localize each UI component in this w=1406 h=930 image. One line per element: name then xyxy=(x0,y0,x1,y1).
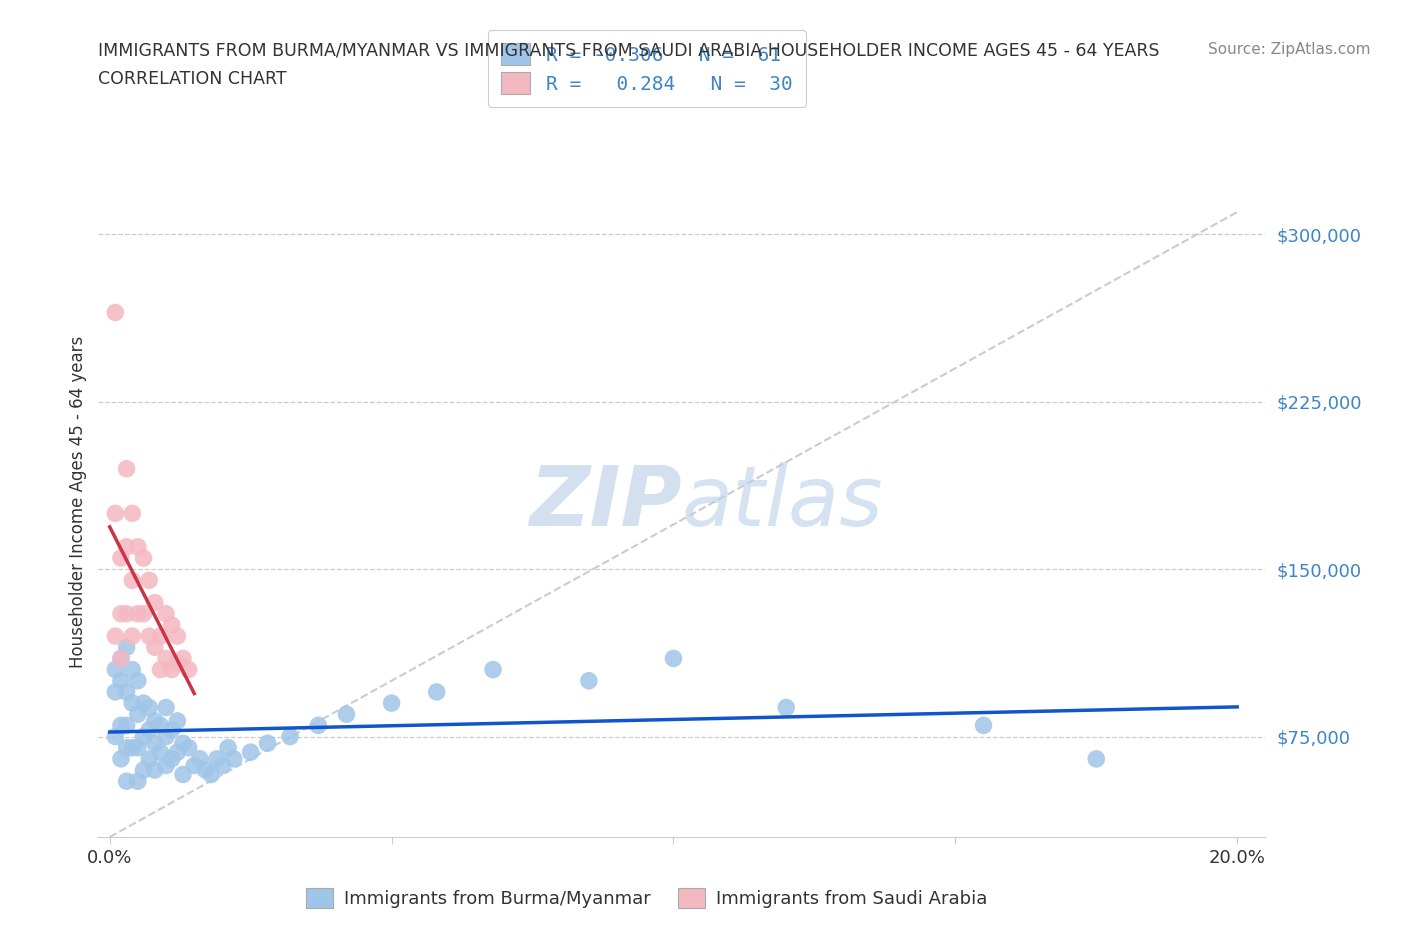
Point xyxy=(132,696,155,711)
Point xyxy=(127,539,149,554)
Point xyxy=(155,700,177,715)
Point xyxy=(177,740,200,755)
Point xyxy=(278,729,301,744)
Point xyxy=(115,718,138,733)
Point xyxy=(166,713,188,728)
Point xyxy=(1085,751,1108,766)
Point xyxy=(217,740,239,755)
Point xyxy=(110,651,132,666)
Point xyxy=(110,751,132,766)
Point xyxy=(160,662,183,677)
Text: ZIP: ZIP xyxy=(529,461,682,543)
Point xyxy=(149,629,172,644)
Point xyxy=(149,662,172,677)
Point xyxy=(166,745,188,760)
Point xyxy=(578,673,600,688)
Point xyxy=(104,506,127,521)
Point xyxy=(426,684,449,699)
Point xyxy=(143,640,166,655)
Point xyxy=(482,662,505,677)
Point xyxy=(121,696,143,711)
Point xyxy=(104,305,127,320)
Legend: Immigrants from Burma/Myanmar, Immigrants from Saudi Arabia: Immigrants from Burma/Myanmar, Immigrant… xyxy=(299,881,994,915)
Point xyxy=(149,718,172,733)
Point xyxy=(205,751,228,766)
Point xyxy=(172,651,194,666)
Point xyxy=(143,713,166,728)
Point xyxy=(138,700,160,715)
Point xyxy=(104,662,127,677)
Point xyxy=(155,729,177,744)
Point xyxy=(381,696,404,711)
Point xyxy=(132,763,155,777)
Text: atlas: atlas xyxy=(682,461,883,543)
Point xyxy=(132,606,155,621)
Point xyxy=(222,751,245,766)
Text: CORRELATION CHART: CORRELATION CHART xyxy=(98,70,287,87)
Point xyxy=(132,729,155,744)
Point xyxy=(149,745,172,760)
Point xyxy=(121,662,143,677)
Point xyxy=(177,662,200,677)
Point xyxy=(115,539,138,554)
Point xyxy=(166,629,188,644)
Point xyxy=(194,763,217,777)
Point xyxy=(307,718,329,733)
Point xyxy=(166,656,188,671)
Point xyxy=(211,758,233,773)
Point xyxy=(160,618,183,632)
Point xyxy=(104,684,127,699)
Point xyxy=(127,606,149,621)
Point xyxy=(160,751,183,766)
Point xyxy=(155,606,177,621)
Point xyxy=(104,629,127,644)
Point xyxy=(127,673,149,688)
Y-axis label: Householder Income Ages 45 - 64 years: Householder Income Ages 45 - 64 years xyxy=(69,336,87,669)
Point xyxy=(188,751,211,766)
Point xyxy=(183,758,205,773)
Point xyxy=(115,684,138,699)
Point xyxy=(172,736,194,751)
Point xyxy=(121,629,143,644)
Point xyxy=(110,651,132,666)
Point xyxy=(775,700,797,715)
Point xyxy=(143,736,166,751)
Point xyxy=(110,606,132,621)
Point xyxy=(172,767,194,782)
Point xyxy=(115,461,138,476)
Point xyxy=(239,745,262,760)
Point xyxy=(662,651,685,666)
Point xyxy=(110,673,132,688)
Point xyxy=(127,774,149,789)
Point xyxy=(155,758,177,773)
Point xyxy=(121,573,143,588)
Point xyxy=(138,751,160,766)
Point xyxy=(973,718,995,733)
Point xyxy=(121,506,143,521)
Point xyxy=(110,551,132,565)
Point xyxy=(110,718,132,733)
Point xyxy=(143,595,166,610)
Point xyxy=(115,606,138,621)
Point xyxy=(115,740,138,755)
Text: Source: ZipAtlas.com: Source: ZipAtlas.com xyxy=(1208,42,1371,57)
Point xyxy=(127,740,149,755)
Point xyxy=(115,774,138,789)
Text: IMMIGRANTS FROM BURMA/MYANMAR VS IMMIGRANTS FROM SAUDI ARABIA HOUSEHOLDER INCOME: IMMIGRANTS FROM BURMA/MYANMAR VS IMMIGRA… xyxy=(98,42,1160,60)
Point xyxy=(160,723,183,737)
Point xyxy=(127,707,149,722)
Point xyxy=(138,629,160,644)
Point xyxy=(335,707,357,722)
Point xyxy=(138,723,160,737)
Point xyxy=(104,729,127,744)
Point xyxy=(200,767,222,782)
Point xyxy=(143,763,166,777)
Point xyxy=(256,736,278,751)
Point xyxy=(138,573,160,588)
Point xyxy=(155,651,177,666)
Point xyxy=(132,551,155,565)
Point xyxy=(115,640,138,655)
Point xyxy=(121,740,143,755)
